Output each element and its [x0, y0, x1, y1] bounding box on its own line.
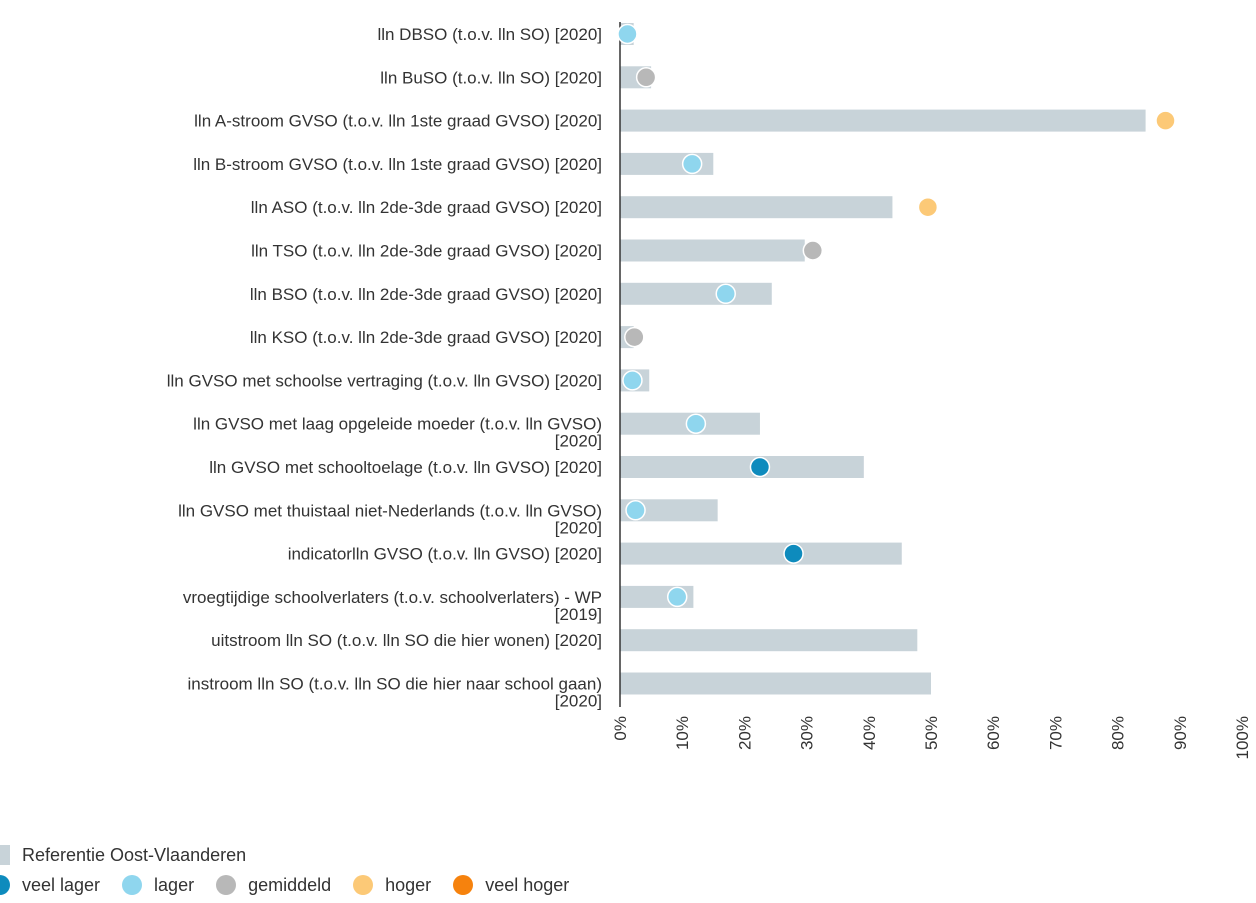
category-label-line: lln GVSO met schooltoelage (t.o.v. lln G…	[209, 458, 602, 477]
x-tick-label: 30%	[798, 716, 817, 750]
legend-item-label: veel hoger	[485, 874, 570, 895]
legend-item[interactable]: veel lager	[0, 875, 100, 896]
category-label: lln GVSO met schooltoelage (t.o.v. lln G…	[209, 458, 602, 477]
category-label-line: lln KSO (t.o.v. lln 2de-3de graad GVSO) …	[250, 328, 602, 347]
reference-bar	[620, 239, 805, 262]
category-label-line: [2020]	[555, 518, 602, 537]
legend-dot-icon	[353, 875, 374, 895]
value-dot[interactable]	[681, 153, 703, 175]
category-label-line: lln DBSO (t.o.v. lln SO) [2020]	[377, 25, 602, 44]
category-label-line: lln BuSO (t.o.v. lln SO) [2020]	[380, 68, 602, 87]
x-tick-label: 70%	[1046, 716, 1065, 750]
value-dot[interactable]	[783, 543, 804, 564]
category-label: instroom lln SO (t.o.v. lln SO die hier …	[188, 675, 602, 711]
value-dot[interactable]	[625, 500, 646, 521]
value-dot[interactable]	[749, 456, 771, 478]
category-label-line: lln GVSO met laag opgeleide moeder (t.o.…	[193, 415, 602, 434]
x-tick-label: 50%	[922, 716, 941, 750]
reference-bar	[620, 499, 718, 522]
category-label: lln GVSO met thuistaal niet-Nederlands (…	[178, 501, 602, 537]
legend-item-label: gemiddeld	[248, 874, 332, 895]
category-label-line: [2019]	[555, 605, 602, 624]
reference-bar	[620, 542, 902, 565]
category-label: indicatorlln GVSO (t.o.v. lln GVSO) [202…	[288, 545, 602, 564]
legend-item-label: veel lager	[22, 874, 101, 895]
category-label-line: lln GVSO met schoolse vertraging (t.o.v.…	[167, 371, 602, 390]
legend-item[interactable]: gemiddeld	[216, 875, 331, 896]
category-label: lln GVSO met laag opgeleide moeder (t.o.…	[193, 415, 602, 451]
value-dot[interactable]	[617, 23, 638, 45]
value-dot[interactable]	[715, 283, 736, 305]
category-label-line: lln GVSO met thuistaal niet-Nederlands (…	[178, 501, 602, 520]
legend-dot-icon	[453, 875, 474, 895]
category-label-line: [2020]	[555, 432, 602, 451]
category-label-line: lln BSO (t.o.v. lln 2de-3de graad GVSO) …	[250, 285, 602, 304]
category-label-line: lln TSO (t.o.v. lln 2de-3de graad GVSO) …	[251, 242, 602, 261]
category-label-line: [2020]	[555, 692, 602, 711]
category-label-line: instroom lln SO (t.o.v. lln SO die hier …	[188, 675, 602, 694]
reference-bar	[620, 672, 931, 695]
legend-item[interactable]: lager	[122, 875, 194, 896]
legend-classes: veel lager lager gemiddeld hoger veel hoger	[0, 870, 591, 900]
reference-bar	[620, 196, 893, 219]
category-label: uitstroom lln SO (t.o.v. lln SO die hier…	[211, 631, 602, 650]
legend-dot-icon	[0, 875, 10, 895]
value-dot[interactable]	[685, 413, 707, 434]
value-dot[interactable]	[1155, 110, 1176, 131]
category-label: lln B-stroom GVSO (t.o.v. lln 1ste graad…	[193, 155, 602, 174]
legend-item-label: lager	[154, 874, 195, 895]
category-label-line: indicatorlln GVSO (t.o.v. lln GVSO) [202…	[288, 545, 602, 564]
legend-item-label: hoger	[385, 874, 432, 895]
category-labels: lln DBSO (t.o.v. lln SO) [2020] lln BuSO …	[167, 25, 602, 711]
category-label: lln TSO (t.o.v. lln 2de-3de graad GVSO) …	[251, 242, 602, 261]
reference-swatch	[0, 845, 10, 865]
value-dot[interactable]	[666, 586, 688, 608]
category-label-line: lln A-stroom GVSO (t.o.v. lln 1ste graad…	[194, 112, 602, 131]
x-tick-label: 40%	[860, 716, 879, 750]
category-label-line: lln ASO (t.o.v. lln 2de-3de graad GVSO) …	[251, 198, 602, 217]
value-dot[interactable]	[624, 326, 645, 348]
x-tick-label: 80%	[1109, 716, 1128, 750]
legend-reference-label: Referentie Oost-Vlaanderen	[22, 844, 247, 865]
value-dot[interactable]	[635, 67, 657, 88]
value-dot[interactable]	[622, 370, 643, 391]
x-axis-ticks: 0% 10% 20% 30% 40% 50% 60% 70% 80% 90% 100%	[611, 716, 1252, 759]
reference-bar	[620, 629, 918, 652]
value-markers	[617, 23, 1176, 608]
reference-bars	[620, 23, 1146, 695]
category-label: lln ASO (t.o.v. lln 2de-3de graad GVSO) …	[251, 198, 602, 217]
value-dot[interactable]	[802, 240, 824, 261]
x-tick-label: 20%	[735, 716, 754, 750]
category-label: lln BuSO (t.o.v. lln SO) [2020]	[380, 68, 602, 87]
legend-reference: Referentie Oost-Vlaanderen	[0, 840, 591, 870]
reference-bar	[620, 109, 1146, 132]
reference-bar	[620, 456, 864, 478]
legend-dot-icon	[216, 875, 237, 895]
category-label-line: vroegtijdige schoolverlaters (t.o.v. sch…	[183, 588, 602, 607]
category-label: lln BSO (t.o.v. lln 2de-3de graad GVSO) …	[250, 285, 602, 304]
x-tick-label: 90%	[1171, 716, 1190, 750]
category-label: lln A-stroom GVSO (t.o.v. lln 1ste graad…	[194, 112, 602, 131]
x-tick-label: 100%	[1233, 716, 1252, 759]
legend: Referentie Oost-Vlaanderen veel lager lag…	[0, 840, 591, 900]
category-label: lln KSO (t.o.v. lln 2de-3de graad GVSO) …	[250, 328, 602, 347]
reference-bar	[620, 282, 772, 305]
legend-item[interactable]: hoger	[353, 875, 431, 896]
category-label-line: lln B-stroom GVSO (t.o.v. lln 1ste graad…	[193, 155, 602, 174]
x-tick-label: 10%	[673, 716, 692, 750]
x-tick-label: 60%	[984, 716, 1003, 750]
category-label-line: uitstroom lln SO (t.o.v. lln SO die hier…	[211, 631, 602, 650]
x-tick-label: 0%	[611, 716, 630, 741]
category-label: lln DBSO (t.o.v. lln SO) [2020]	[377, 25, 602, 44]
legend-item[interactable]: veel hoger	[453, 875, 569, 896]
category-label: lln GVSO met schoolse vertraging (t.o.v.…	[167, 371, 602, 390]
category-label: vroegtijdige schoolverlaters (t.o.v. sch…	[183, 588, 602, 624]
legend-dot-icon	[122, 875, 143, 895]
value-dot[interactable]	[917, 196, 939, 218]
bar-chart: lln DBSO (t.o.v. lln SO) [2020] lln BuSO …	[167, 22, 1252, 759]
